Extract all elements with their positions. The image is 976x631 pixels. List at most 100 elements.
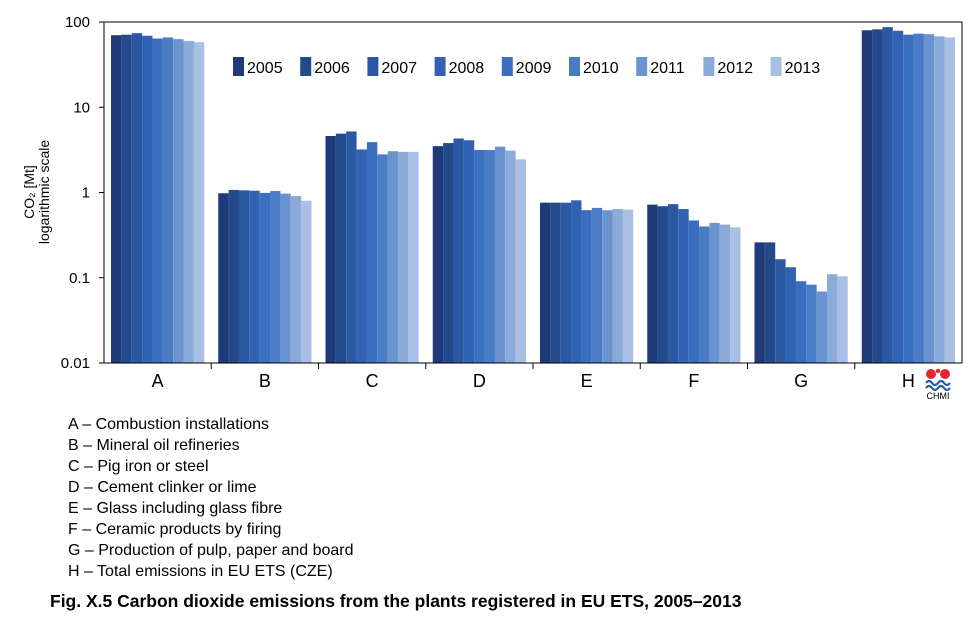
category-description-f: F – Ceramic products by firing	[68, 521, 282, 538]
bar-b-2007	[238, 190, 250, 363]
bar-d-2007	[453, 138, 464, 363]
bar-a-2008	[142, 35, 153, 364]
y-tick-label: 1	[82, 185, 90, 202]
bar-e-2005	[540, 202, 551, 363]
bar-a-2007	[131, 33, 143, 363]
legend-label-2007: 2007	[381, 60, 417, 77]
bar-f-2012	[719, 224, 731, 363]
bar-f-2009	[688, 220, 700, 363]
bar-f-2008	[678, 209, 689, 363]
axes-group: 100 10 1 0.1 0.01 A B C D E F G H	[61, 14, 963, 391]
bar-g-2005	[754, 242, 765, 363]
legend-swatch-2005	[233, 57, 244, 76]
bar-a-2010	[162, 37, 174, 363]
bar-c-2013	[408, 151, 419, 363]
chmi-logo-text: CHMI	[926, 391, 950, 401]
y-axis-label: CO₂ [Mt] logarithmic scale	[21, 140, 52, 244]
bar-b-2005	[218, 193, 229, 363]
category-description-e: E – Glass including glass fibre	[68, 500, 283, 517]
bar-c-2010	[377, 154, 388, 363]
category-description-c: C – Pig iron or steel	[68, 458, 209, 475]
y-axis-label-line2: logarithmic scale	[36, 140, 52, 244]
category-description-g: G – Production of pulp, paper and board	[68, 542, 354, 559]
bar-d-2013	[515, 159, 526, 363]
category-description-a: A – Combustion installations	[68, 416, 269, 433]
bar-b-2011	[280, 193, 291, 363]
bar-a-2009	[152, 38, 163, 363]
bar-f-2005	[647, 204, 658, 363]
bar-h-2012	[934, 36, 945, 363]
category-description-d: D – Cement clinker or lime	[68, 479, 257, 496]
bar-f-2013	[730, 227, 741, 363]
x-tick-label: G	[794, 371, 808, 391]
bar-e-2008	[571, 200, 582, 363]
legend-swatch-2008	[434, 57, 446, 76]
category-description-list: A – Combustion installations B – Mineral…	[68, 414, 354, 582]
x-tick-label: E	[581, 371, 593, 391]
bar-g-2010	[806, 284, 817, 363]
bar-e-2010	[591, 207, 603, 363]
legend-label-2013: 2013	[785, 60, 821, 77]
bar-f-2006	[657, 206, 668, 363]
x-tick-label: H	[902, 371, 915, 391]
bar-c-2005	[325, 135, 336, 363]
y-tick-label: 0.1	[69, 270, 90, 287]
bar-d-2008	[463, 140, 475, 363]
y-axis-label-line1: CO₂ [Mt]	[21, 165, 37, 219]
legend-label-2009: 2009	[516, 60, 552, 77]
chmi-logo-mark	[925, 368, 951, 392]
legend-label-2008: 2008	[449, 60, 485, 77]
bar-b-2009	[259, 192, 271, 363]
bar-h-2009	[903, 34, 914, 363]
legend-label-2010: 2010	[583, 60, 619, 77]
legend-swatch-2010	[569, 57, 580, 76]
bar-e-2012	[612, 209, 623, 363]
legend-label-2006: 2006	[314, 60, 350, 77]
legend-swatch-2006	[300, 57, 312, 76]
plot-frame	[103, 21, 963, 364]
bar-b-2010	[270, 191, 281, 363]
bar-h-2010	[913, 33, 924, 363]
category-description-b: B – Mineral oil refineries	[68, 437, 240, 454]
bar-d-2011	[494, 146, 506, 363]
bar-a-2005	[111, 35, 122, 364]
category-description-h: H – Total emissions in EU ETS (CZE)	[68, 563, 333, 580]
bar-g-2013	[837, 276, 848, 363]
bar-h-2006	[872, 29, 883, 363]
bar-e-2013	[622, 209, 634, 363]
legend-label-2005: 2005	[247, 60, 283, 77]
legend-swatch-2009	[501, 57, 513, 76]
bar-c-2007	[346, 131, 357, 363]
bar-g-2012	[827, 274, 838, 363]
bar-f-2011	[709, 222, 720, 363]
bar-f-2007	[667, 204, 679, 363]
y-tick-label: 0.01	[61, 355, 90, 372]
bar-c-2006	[335, 133, 347, 363]
bar-c-2008	[356, 149, 367, 363]
bar-d-2005	[432, 146, 444, 363]
legend-swatch-2011	[636, 57, 648, 76]
legend-swatch-2007	[367, 57, 379, 76]
chmi-logo: CHMI	[921, 367, 955, 401]
co2-emissions-chart: CO₂ [Mt] logarithmic scale 100 10 1 0.1 0.01…	[21, 14, 963, 391]
legend-label-2012: 2012	[717, 60, 753, 77]
bar-g-2006	[764, 242, 776, 363]
bar-e-2006	[550, 202, 561, 363]
bar-d-2009	[474, 150, 485, 363]
bar-b-2008	[249, 190, 260, 363]
bar-g-2008	[785, 267, 796, 363]
bar-f-2010	[699, 226, 710, 363]
bars-group	[111, 27, 955, 364]
bar-g-2009	[795, 281, 807, 363]
bar-d-2010	[484, 150, 495, 363]
bar-h-2011	[923, 34, 935, 363]
bar-e-2011	[602, 210, 613, 363]
x-tick-label: D	[473, 371, 486, 391]
bar-h-2005	[861, 30, 873, 364]
bar-b-2012	[290, 195, 302, 363]
figure-caption: Fig. X.5 Carbon dioxide emissions from t…	[50, 591, 742, 611]
bar-a-2011	[173, 39, 184, 364]
bar-g-2011	[816, 291, 828, 363]
legend-label-2011: 2011	[650, 60, 685, 77]
bar-c-2009	[366, 142, 378, 363]
